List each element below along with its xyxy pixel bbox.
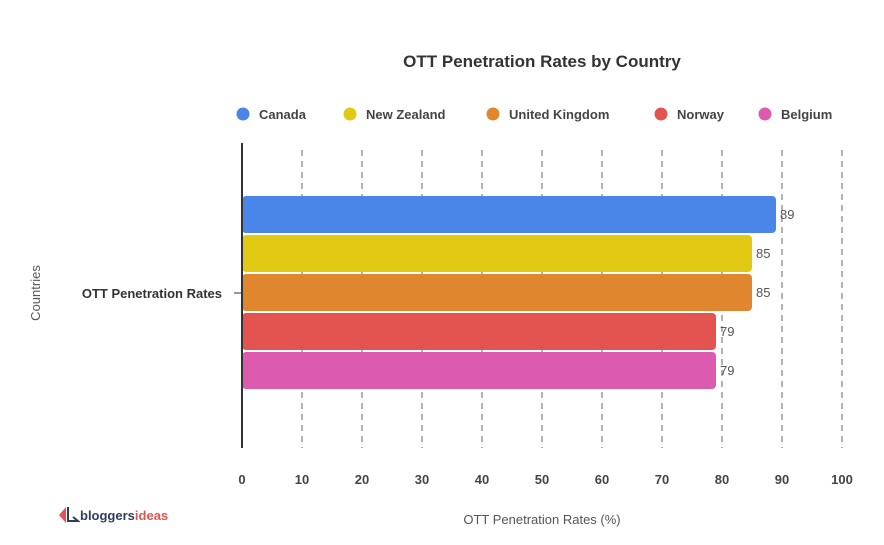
legend-label: United Kingdom [509,107,609,122]
x-tick-label: 20 [355,472,369,487]
x-tick-label: 100 [831,472,853,487]
x-ticks: 0 10 20 30 40 50 60 70 80 90 100 [238,472,852,487]
bar-new-zealand [242,235,752,272]
x-tick-label: 80 [715,472,729,487]
legend: Canada New Zealand United Kingdom Norway Bel… [236,107,832,122]
legend-marker [758,107,772,121]
data-label: 79 [720,363,734,378]
data-label: 89 [780,207,794,222]
legend-label: Norway [677,107,725,122]
y-axis-label: Countries [28,265,43,321]
legend-marker [486,107,500,121]
data-label: 79 [720,324,734,339]
x-tick-label: 10 [295,472,309,487]
bloggersideas-logo: bloggers ideas [58,506,168,524]
bar-canada [242,196,776,233]
bar-united-kingdom [242,274,752,311]
bar-belgium [242,352,716,389]
x-tick-label: 30 [415,472,429,487]
bar-norway [242,313,716,350]
x-tick-label: 90 [775,472,789,487]
x-tick-label: 70 [655,472,669,487]
bars: 89 85 85 79 79 [242,196,794,389]
legend-label: Canada [259,107,307,122]
x-tick-label: 40 [475,472,489,487]
legend-marker [343,107,357,121]
logo-text-2: ideas [134,507,169,523]
data-label: 85 [756,246,770,261]
legend-marker [236,107,250,121]
legend-label: Belgium [781,107,832,122]
category-label: OTT Penetration Rates [82,286,222,301]
legend-marker [654,107,668,121]
logo-text-1: bloggers [80,507,135,523]
x-tick-label: 0 [238,472,245,487]
data-label: 85 [756,285,770,300]
legend-label: New Zealand [366,107,446,122]
x-tick-label: 60 [595,472,609,487]
logo-icon [59,507,80,523]
x-axis-label: OTT Penetration Rates (%) [463,512,620,527]
x-tick-label: 50 [535,472,549,487]
chart-title: OTT Penetration Rates by Country [403,52,681,71]
